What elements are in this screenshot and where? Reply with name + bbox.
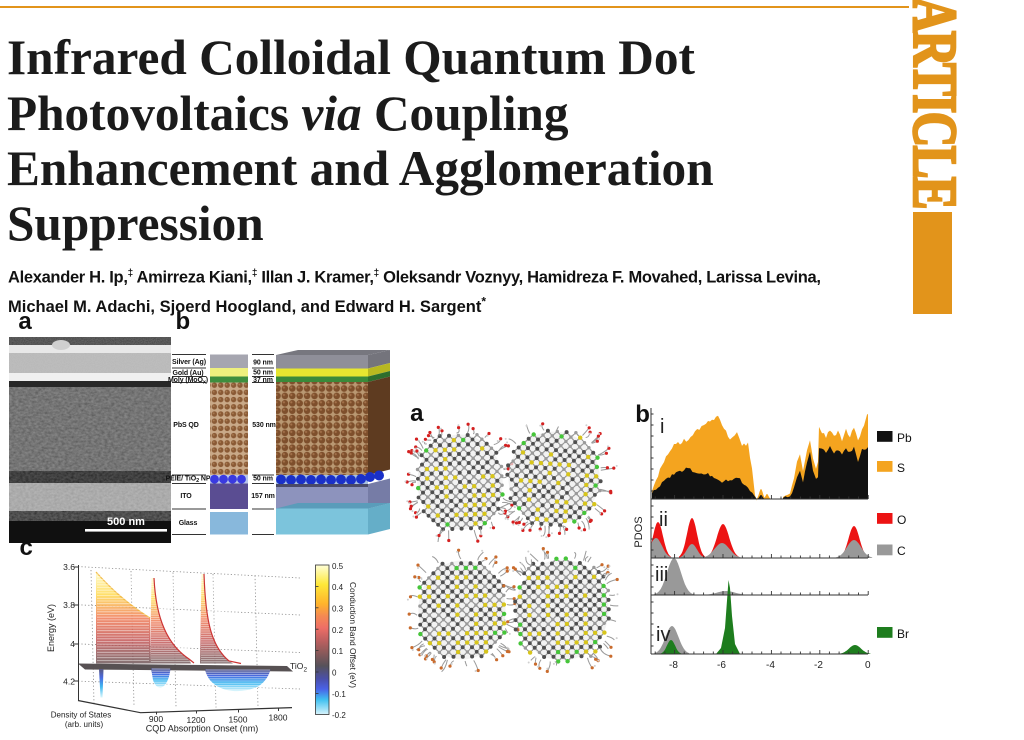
svg-text:0.4: 0.4 xyxy=(332,583,344,592)
svg-text:iii: iii xyxy=(655,564,668,586)
svg-text:-6: -6 xyxy=(717,660,726,671)
svg-text:Silver (Ag): Silver (Ag) xyxy=(172,359,206,366)
svg-text:iv: iv xyxy=(656,624,670,646)
svg-text:Pb: Pb xyxy=(897,431,912,445)
svg-text:(arb. units): (arb. units) xyxy=(65,720,104,729)
svg-text:900: 900 xyxy=(149,714,163,724)
svg-text:0.5: 0.5 xyxy=(332,562,344,571)
svg-text:PEIE/ TiO2 NP: PEIE/ TiO2 NP xyxy=(166,476,211,485)
svg-text:TiO: TiO xyxy=(290,661,304,671)
svg-text:50 nm: 50 nm xyxy=(253,370,273,377)
svg-text:37 nm: 37 nm xyxy=(253,377,273,384)
svg-text:i: i xyxy=(660,416,664,438)
svg-text:0: 0 xyxy=(865,660,871,671)
svg-text:4: 4 xyxy=(70,639,75,649)
svg-text:Density of States: Density of States xyxy=(51,711,111,720)
svg-text:CQD Absorption Onset (nm): CQD Absorption Onset (nm) xyxy=(146,724,259,734)
svg-text:Glass: Glass xyxy=(179,520,198,527)
svg-text:90 nm: 90 nm xyxy=(253,360,273,367)
svg-text:Conduction Band Offset (eV): Conduction Band Offset (eV) xyxy=(348,582,358,688)
svg-text:1200: 1200 xyxy=(187,715,206,725)
svg-text:ITO: ITO xyxy=(180,493,192,500)
svg-text:-8: -8 xyxy=(669,660,678,671)
svg-text:500 nm: 500 nm xyxy=(107,516,145,528)
svg-text:Moly (MoOx): Moly (MoOx) xyxy=(168,377,208,386)
svg-text:-0.2: -0.2 xyxy=(332,711,346,720)
svg-text:3.6: 3.6 xyxy=(63,562,75,572)
svg-text:0.1: 0.1 xyxy=(332,647,344,656)
svg-text:0: 0 xyxy=(332,669,337,678)
svg-text:1800: 1800 xyxy=(269,713,288,723)
svg-text:-2: -2 xyxy=(814,660,823,671)
svg-text:0.2: 0.2 xyxy=(332,626,344,635)
svg-text:3.8: 3.8 xyxy=(63,600,75,610)
svg-text:157 nm: 157 nm xyxy=(251,493,275,500)
svg-text:S: S xyxy=(897,461,905,475)
svg-text:0.3: 0.3 xyxy=(332,605,344,614)
svg-text:50 nm: 50 nm xyxy=(253,476,273,483)
svg-text:O: O xyxy=(897,513,906,527)
svg-text:Br: Br xyxy=(897,627,909,641)
svg-text:ii: ii xyxy=(659,509,668,531)
svg-text:-4: -4 xyxy=(766,660,775,671)
svg-text:PDOS: PDOS xyxy=(633,516,645,547)
svg-text:-0.1: -0.1 xyxy=(332,690,346,699)
svg-text:530 nm: 530 nm xyxy=(252,422,276,429)
svg-text:4.2: 4.2 xyxy=(63,677,75,687)
svg-text:PbS QD: PbS QD xyxy=(173,422,199,429)
svg-text:Energy (eV): Energy (eV) xyxy=(46,604,56,652)
svg-text:C: C xyxy=(897,544,906,558)
svg-text:Gold (Au): Gold (Au) xyxy=(173,370,204,377)
svg-text:1500: 1500 xyxy=(229,715,248,725)
svg-text:2: 2 xyxy=(304,667,308,674)
